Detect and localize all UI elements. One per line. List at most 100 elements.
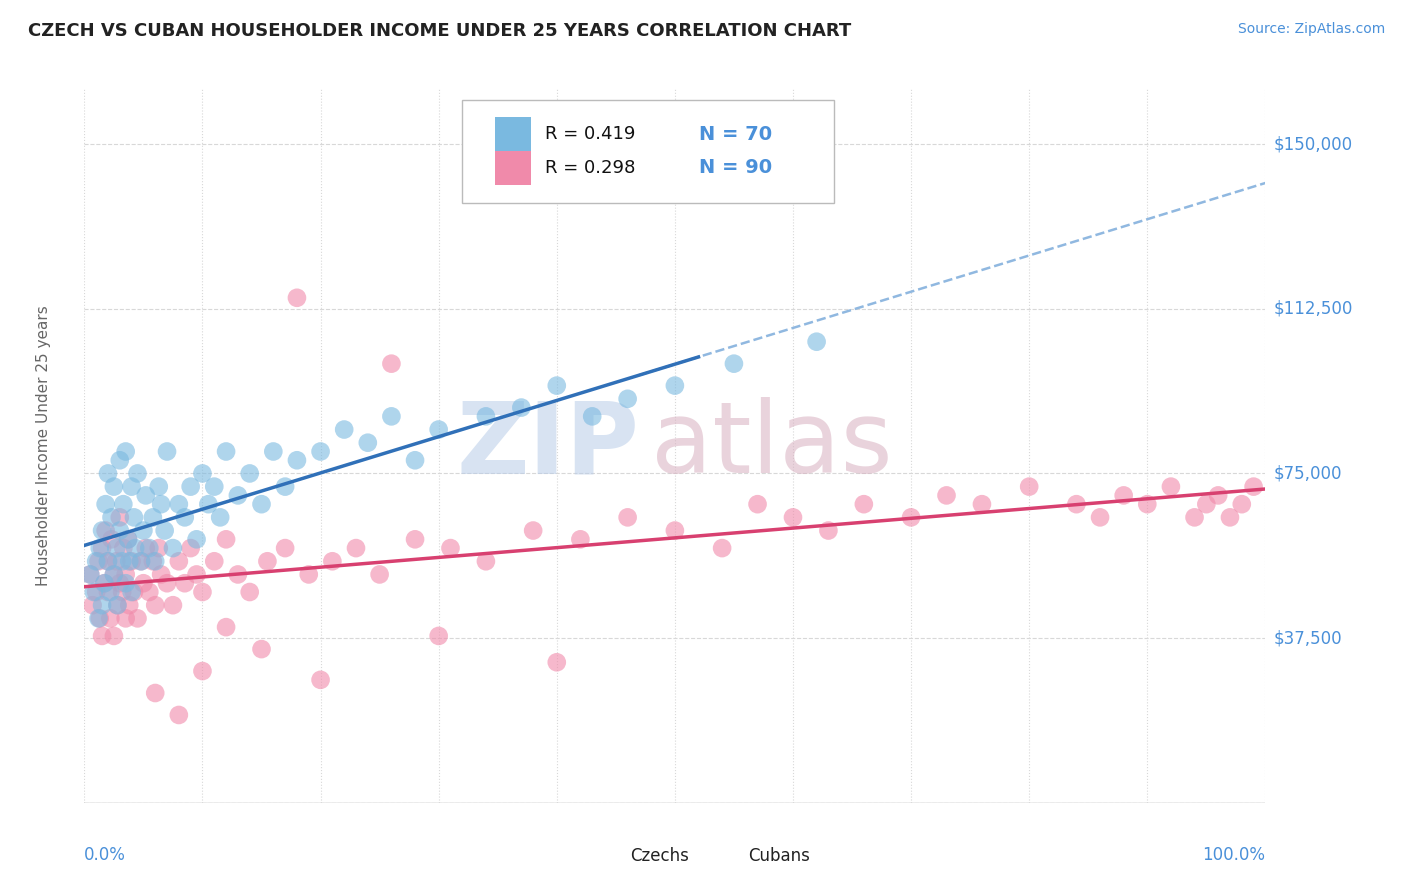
Point <box>581 409 603 424</box>
Point <box>117 533 139 547</box>
Point <box>380 357 402 371</box>
Point <box>226 488 249 502</box>
Point <box>93 576 115 591</box>
Point <box>135 488 157 502</box>
Point <box>510 401 533 415</box>
Point <box>94 497 117 511</box>
Point <box>226 567 249 582</box>
Point <box>121 554 143 568</box>
Point <box>143 686 166 700</box>
Point <box>167 554 190 568</box>
Point <box>138 541 160 555</box>
Point <box>112 541 135 555</box>
Text: $150,000: $150,000 <box>1274 135 1353 153</box>
Point <box>852 497 875 511</box>
Text: N = 70: N = 70 <box>699 125 772 144</box>
Point <box>97 554 120 568</box>
Point <box>1088 510 1111 524</box>
Point <box>900 510 922 524</box>
Point <box>1230 497 1253 511</box>
Point <box>111 585 134 599</box>
Point <box>138 585 160 599</box>
Point <box>114 444 136 458</box>
Point <box>156 444 179 458</box>
Point <box>150 497 173 511</box>
Text: Czechs: Czechs <box>630 847 689 865</box>
Point <box>84 554 107 568</box>
Point <box>256 554 278 568</box>
Point <box>111 554 134 568</box>
Point <box>475 409 498 424</box>
Point <box>156 576 179 591</box>
Text: 100.0%: 100.0% <box>1202 846 1265 863</box>
Point <box>427 629 450 643</box>
Point <box>209 510 232 524</box>
Point <box>132 576 155 591</box>
Point <box>569 533 592 547</box>
Point <box>298 567 321 582</box>
Point <box>1195 497 1218 511</box>
Point <box>404 533 426 547</box>
Point <box>285 291 308 305</box>
Point <box>127 467 149 481</box>
Point <box>162 598 184 612</box>
Point <box>935 488 957 502</box>
Point <box>309 673 332 687</box>
Text: CZECH VS CUBAN HOUSEHOLDER INCOME UNDER 25 YEARS CORRELATION CHART: CZECH VS CUBAN HOUSEHOLDER INCOME UNDER … <box>28 22 852 40</box>
Text: $75,000: $75,000 <box>1274 465 1343 483</box>
Point <box>83 585 105 599</box>
Point <box>94 524 117 538</box>
Point <box>79 567 101 582</box>
Text: N = 90: N = 90 <box>699 158 772 178</box>
Point <box>186 533 208 547</box>
Point <box>723 357 745 371</box>
Point <box>142 510 165 524</box>
Point <box>118 598 141 612</box>
Point <box>202 554 225 568</box>
Point <box>173 510 195 524</box>
Text: $112,500: $112,500 <box>1274 300 1353 318</box>
Point <box>782 510 804 524</box>
Point <box>107 598 129 612</box>
Point <box>274 541 297 555</box>
Point <box>162 541 184 555</box>
Point <box>148 541 170 555</box>
Text: R = 0.419: R = 0.419 <box>546 125 636 143</box>
Point <box>180 480 202 494</box>
Point <box>747 497 769 511</box>
Point <box>180 541 202 555</box>
Point <box>87 611 110 625</box>
Point <box>108 510 131 524</box>
Point <box>439 541 461 555</box>
Point <box>121 480 143 494</box>
Point <box>91 629 114 643</box>
Point <box>117 533 139 547</box>
Point <box>250 642 273 657</box>
Point <box>107 598 129 612</box>
Bar <box>598 847 624 869</box>
Point <box>103 629 125 643</box>
Point <box>191 664 214 678</box>
Point <box>142 554 165 568</box>
Point <box>103 567 125 582</box>
Point <box>262 444 284 458</box>
Point <box>100 510 122 524</box>
Point <box>84 585 107 599</box>
Point <box>664 378 686 392</box>
Point <box>97 467 120 481</box>
Point <box>368 567 391 582</box>
Point <box>122 510 145 524</box>
Point <box>1243 480 1265 494</box>
Point <box>1160 480 1182 494</box>
Point <box>89 541 111 555</box>
Point <box>1184 510 1206 524</box>
Text: Cubans: Cubans <box>748 847 810 865</box>
Point <box>380 409 402 424</box>
Point <box>215 444 238 458</box>
Point <box>806 334 828 349</box>
Point <box>132 524 155 538</box>
Point <box>93 576 115 591</box>
Point <box>98 585 121 599</box>
Point <box>546 378 568 392</box>
Point <box>97 554 120 568</box>
